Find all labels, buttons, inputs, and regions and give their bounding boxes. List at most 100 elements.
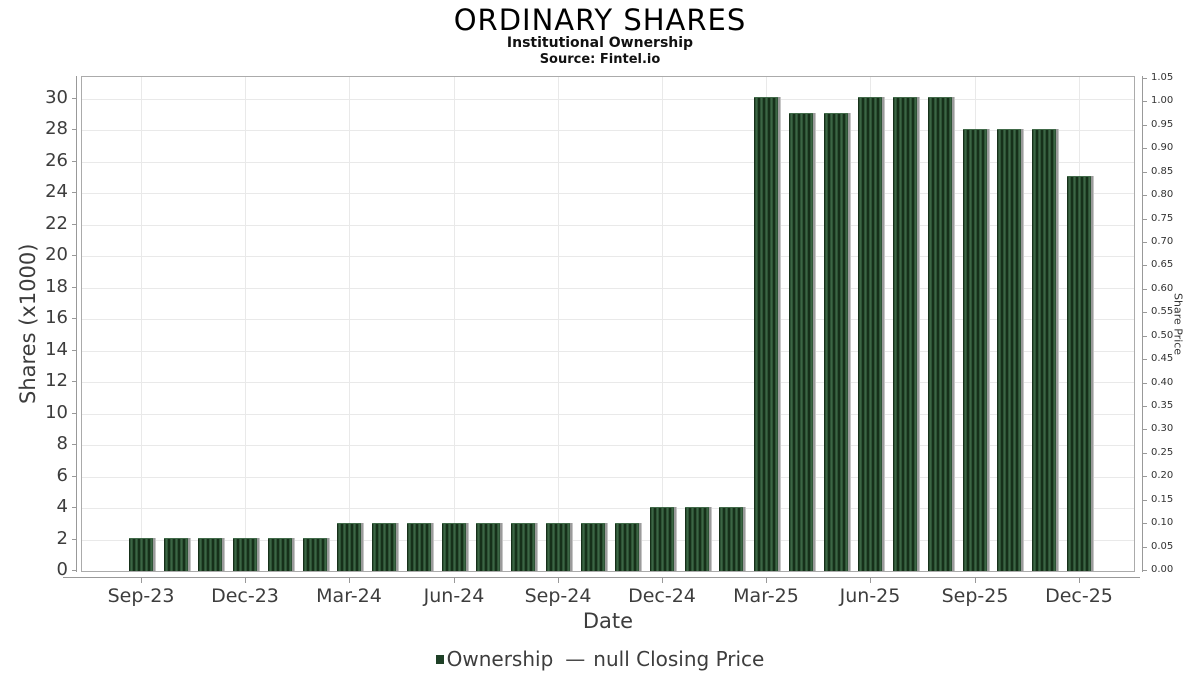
bar-apr-24[interactable] [372,523,396,571]
y-axis-right-tick-label: 0.65 [1151,259,1174,271]
h-gridline [82,445,1134,446]
bar-sep-24[interactable] [546,523,570,571]
y-axis-right-tick [1143,476,1147,478]
y-axis-right-tick [1143,101,1147,103]
bar-mar-24[interactable] [337,523,361,571]
h-gridline [82,508,1134,509]
bar-mar-25[interactable] [754,97,778,571]
bar-jan-25[interactable] [685,507,709,571]
y-axis-left-tick [72,97,76,99]
y-axis-left-tick-label: 8 [56,433,68,454]
bar-sep-23[interactable] [129,538,153,571]
x-axis-tick [975,577,976,583]
y-axis-left-tick [72,349,76,351]
x-axis-tick [349,577,350,583]
y-axis-spine-left [76,76,77,572]
x-axis-tick-label: Dec-23 [211,585,279,607]
x-axis-tick [1079,577,1080,583]
y-axis-left-tick-label: 2 [56,527,68,549]
chart-source: Source: Fintel.io [539,52,661,67]
legend-label-closing-price: null Closing Price [593,647,765,671]
y-axis-right-tick [1143,218,1147,220]
bar-sep-25[interactable] [963,129,987,571]
y-axis-right-tick-label: 0.95 [1151,118,1174,130]
plot-area [81,76,1135,572]
y-axis-left-tick-label: 20 [45,244,68,265]
y-axis-left-tick-label: 22 [45,212,68,234]
y-axis-right-tick [1143,382,1147,384]
legend-label-ownership: Ownership [446,647,554,671]
x-axis-tick-label: Jun-24 [423,585,485,607]
bar-nov-25[interactable] [1032,129,1056,571]
y-axis-right-tick [1143,429,1147,431]
h-gridline [82,319,1134,320]
bar-oct-25[interactable] [997,129,1021,571]
legend-item-ownership[interactable]: Ownership [435,647,554,671]
v-gridline [557,77,559,571]
v-gridline [661,77,663,571]
legend-item-closing-price[interactable]: — null Closing Price [553,647,764,671]
h-gridline [82,539,1134,541]
bar-dec-24[interactable] [650,507,674,571]
bar-dec-25[interactable] [1067,176,1091,571]
y-axis-left-tick-label: 24 [45,181,68,202]
h-gridline [82,350,1134,352]
bar-nov-23[interactable] [198,538,222,571]
v-gridline [349,77,351,571]
y-axis-left-tick-label: 4 [56,496,68,517]
y-axis-right-tick-label: 1.00 [1151,95,1174,107]
x-axis-tick [870,577,871,583]
bar-oct-23[interactable] [164,538,188,571]
bar-may-25[interactable] [824,113,848,571]
y-axis-right-tick [1143,78,1147,79]
bar-jul-24[interactable] [476,523,500,571]
price-line-marker-icon: — [565,647,586,671]
y-axis-right-tick [1143,171,1147,173]
bar-feb-25[interactable] [719,507,743,571]
y-axis-right-tick [1143,148,1147,150]
y-axis-right-tick [1143,265,1147,267]
h-gridline [82,98,1134,100]
y-axis-right-tick [1143,242,1147,243]
bar-aug-24[interactable] [511,523,535,571]
bar-dec-23[interactable] [233,538,257,571]
h-gridline [82,224,1134,226]
chart-subtitle: Institutional Ownership [506,35,694,51]
x-axis-tick [245,577,246,583]
y-axis-left-tick-label: 12 [45,370,68,391]
y-axis-right-tick [1143,406,1147,407]
legend: Ownership — null Closing Price [0,646,1200,672]
y-axis-left-tick [72,129,76,130]
bar-apr-25[interactable] [789,113,813,571]
x-axis-spine [63,577,1140,578]
y-axis-left-tick-label: 30 [45,86,68,108]
bar-aug-25[interactable] [928,97,952,571]
y-axis-title-right: Share Price [1171,292,1185,356]
x-axis-tick-label: Sep-25 [941,585,1009,607]
bar-feb-24[interactable] [303,538,327,571]
y-axis-right-tick-label: 1.05 [1151,72,1174,83]
x-axis-tick [558,577,559,583]
y-axis-right-tick [1143,124,1147,126]
y-axis-right-tick-label: 0.90 [1151,142,1174,154]
y-axis-left-tick [72,286,76,288]
bar-oct-24[interactable] [581,523,605,571]
y-axis-left-tick [72,160,76,162]
h-gridline [82,256,1134,257]
x-axis-tick-label: Jun-25 [839,585,901,607]
y-axis-right-tick [1143,452,1147,454]
bar-may-24[interactable] [407,523,431,571]
bar-jun-25[interactable] [858,97,882,571]
y-axis-left-tick-label: 26 [45,149,68,171]
bar-jan-24[interactable] [268,538,292,571]
y-axis-right-tick-label: 0.15 [1151,493,1174,505]
y-axis-right-tick-label: 0.10 [1151,517,1174,529]
bar-jun-24[interactable] [442,523,466,571]
v-gridline [245,77,247,571]
bar-jul-25[interactable] [893,97,917,571]
bar-nov-24[interactable] [615,523,639,571]
y-axis-right-tick [1143,335,1147,337]
y-axis-right-tick-label: 0.35 [1151,400,1174,411]
y-axis-right-tick-label: 0.75 [1151,212,1174,224]
